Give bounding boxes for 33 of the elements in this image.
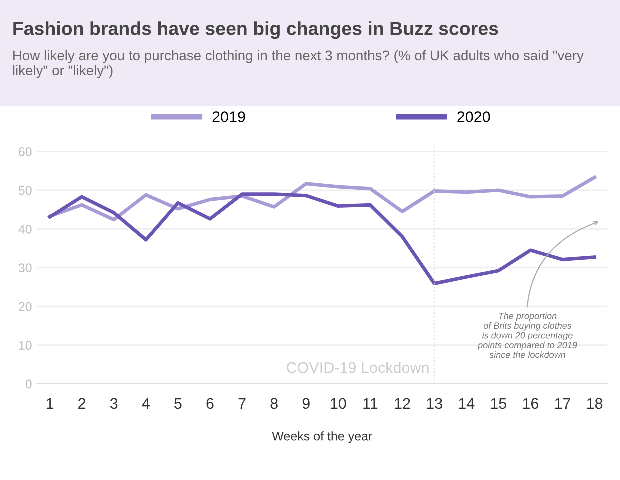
line-series (48, 176, 597, 222)
annotation: The proportion of Brits buying clothes is down 20 percentage points compared to 2019 since the lockdown (478, 312, 578, 358)
x-tick-label: 7 (238, 398, 246, 409)
x-tick-label: 1 (46, 398, 54, 409)
legend-label: 2020 (458, 112, 490, 122)
x-tick-label: 13 (427, 398, 442, 410)
y-tick-label: 40 (18, 224, 32, 234)
x-tick-label: 2 (78, 398, 86, 409)
x-tick-label: 18 (587, 398, 603, 410)
y-tick-label: 30 (18, 264, 32, 273)
x-tick-label: 12 (395, 398, 410, 409)
x-tick-label: 15 (491, 398, 507, 410)
x-tick-label: 8 (270, 398, 278, 410)
x-tick-label: 16 (523, 398, 539, 410)
y-tick-label: 50 (18, 186, 32, 196)
y-tick-label: 20 (19, 302, 32, 312)
x-tick-label: 4 (142, 398, 150, 409)
legend-label: 2019 (212, 112, 246, 122)
chart-subtitle: How likely are you to purchase clothing in the next 3 months? (% of UK adults who said "very likely" or "likely") (13, 50, 584, 78)
x-tick-label: 9 (302, 398, 310, 410)
x-tick-label: 11 (364, 398, 378, 409)
x-axis-title: Weeks of the year (272, 432, 372, 444)
x-tick-label: 17 (555, 398, 570, 409)
y-tick-label: 0 (26, 380, 32, 389)
chart-title: Fashion brands have seen big changes in Buzz scores (14, 22, 498, 40)
x-tick-label: 14 (459, 398, 475, 409)
line-series (48, 192, 597, 286)
y-tick-label: 10 (19, 341, 32, 350)
x-tick-label: 3 (110, 398, 118, 410)
x-tick-label: 5 (174, 398, 182, 410)
x-tick-label: 10 (331, 398, 346, 410)
x-tick-label: 6 (206, 398, 214, 410)
y-tick-label: 60 (19, 148, 32, 156)
